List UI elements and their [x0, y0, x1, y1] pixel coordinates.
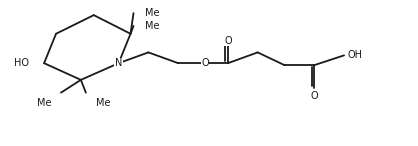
Text: HO: HO	[14, 58, 29, 68]
Text: N: N	[115, 58, 122, 68]
Text: Me: Me	[96, 98, 110, 107]
Text: Me: Me	[36, 98, 51, 107]
Text: Me: Me	[145, 21, 160, 31]
Text: O: O	[201, 58, 209, 68]
Text: O: O	[311, 91, 318, 101]
Text: OH: OH	[347, 50, 362, 60]
Text: O: O	[224, 36, 232, 46]
Text: Me: Me	[145, 8, 160, 18]
